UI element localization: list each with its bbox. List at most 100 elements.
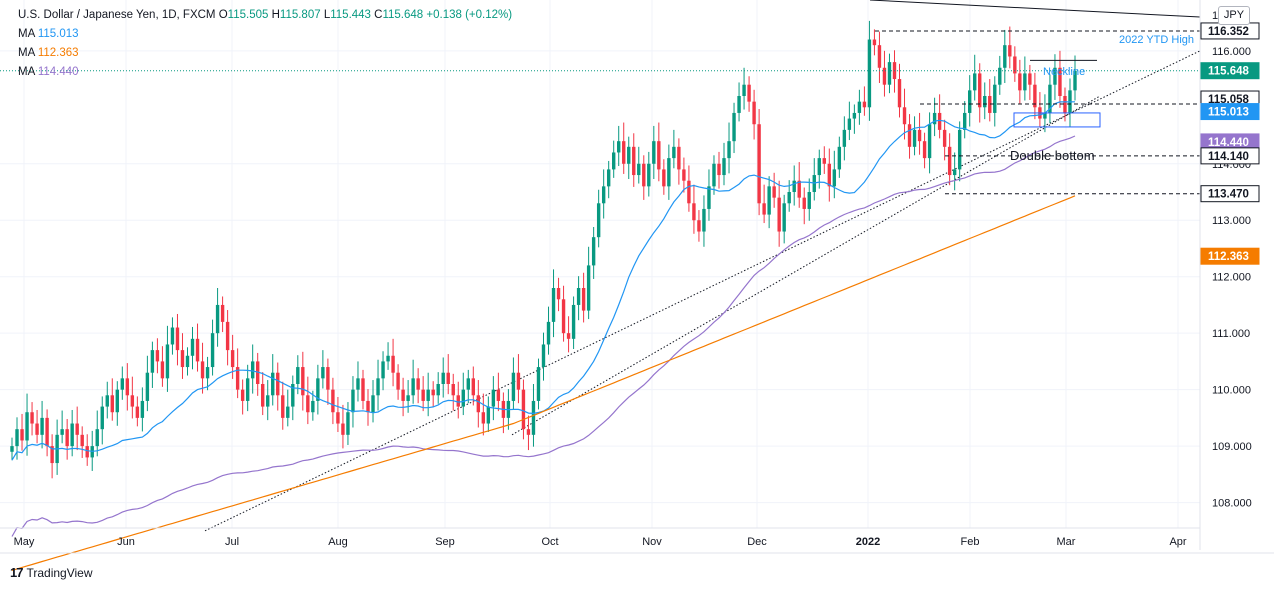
candle-body (436, 384, 440, 396)
candle-body (947, 146, 952, 176)
candle-body (842, 129, 847, 147)
candle-body (421, 389, 425, 401)
chart-legend: U.S. Dollar / Japanese Yen, 1D, FXCM O11… (18, 6, 512, 82)
price-tag-label: 112.363 (1208, 251, 1249, 263)
candle-body (1043, 112, 1047, 119)
candle-body (952, 169, 957, 176)
candle-body (331, 389, 335, 413)
candle-body (797, 180, 801, 198)
symbol-title[interactable]: U.S. Dollar / Japanese Yen, 1D, FXCM (18, 9, 216, 21)
candle-body (250, 361, 255, 379)
candle-body (110, 395, 114, 413)
candle-body (466, 378, 470, 390)
candle-body (286, 406, 290, 418)
high-label: H (271, 9, 280, 21)
ma-row-mid[interactable]: MA 114.440 (18, 63, 512, 82)
candle-body (481, 412, 486, 424)
ma-row-fast[interactable]: MA 115.013 (18, 25, 512, 44)
candle-body (50, 446, 54, 464)
candle-body (627, 146, 631, 164)
candle-body (687, 180, 691, 204)
candle-body (667, 158, 671, 187)
candle-body (677, 146, 681, 170)
low-label: L (323, 9, 331, 21)
price-tag-box (1200, 103, 1260, 121)
annotation-label: Neckline (1043, 66, 1085, 78)
candle-body (486, 406, 491, 424)
candle-body (902, 107, 907, 125)
currency-button[interactable]: JPY (1218, 6, 1250, 25)
candle-body (611, 152, 616, 170)
candle-body (70, 423, 74, 447)
candle-body (637, 163, 641, 176)
ohlc-row: U.S. Dollar / Japanese Yen, 1D, FXCM O11… (18, 6, 512, 25)
double-bottom-box (1013, 112, 1101, 128)
candle-body (371, 395, 375, 413)
candle-body (767, 186, 771, 215)
candle-body (1018, 73, 1022, 91)
x-tick-label: 2022 (856, 536, 880, 548)
candle-body (215, 304, 220, 334)
ma-value-mid: 114.440 (37, 66, 79, 78)
candle-body (546, 321, 551, 345)
candle-body (391, 355, 395, 373)
candle-body (1053, 67, 1057, 85)
candle-body (882, 67, 887, 85)
close-value: 115.648 (382, 9, 424, 21)
ma-label: MA (18, 28, 35, 40)
candle-body (682, 169, 686, 181)
x-tick-label: Sep (435, 536, 455, 548)
candle-body (65, 429, 69, 447)
candle-body (75, 423, 79, 435)
candle-body (195, 338, 200, 362)
candlestick-series (10, 20, 1077, 479)
candle-body (717, 163, 721, 176)
candle-body (932, 112, 937, 125)
low-value: 115.443 (330, 9, 371, 21)
candle-body (160, 361, 165, 379)
tradingview-logo-icon: 17 (10, 565, 24, 580)
candle-body (336, 412, 340, 424)
candle-body (907, 124, 912, 147)
candle-body (827, 163, 832, 187)
candle-body (225, 321, 230, 351)
candle-body (642, 163, 646, 187)
candle-body (150, 350, 155, 373)
candle-body (817, 158, 821, 176)
candle-body (993, 84, 997, 113)
candle-body (927, 124, 932, 159)
candle-body (45, 417, 49, 447)
candle-body (135, 406, 140, 418)
trend-line (869, 0, 1201, 18)
candle-body (115, 389, 119, 413)
footer-branding[interactable]: 17 TradingView (10, 565, 93, 580)
candle-body (496, 389, 501, 401)
candle-body (376, 378, 380, 396)
candle-body (601, 186, 606, 204)
x-tick-label: Mar (1057, 536, 1076, 548)
candle-body (210, 333, 215, 368)
price-tag-label: 114.140 (1208, 151, 1249, 163)
price-tag-box (1200, 62, 1260, 80)
annotations: 2022 YTD High Neckline Double bottom (0, 30, 1200, 195)
candle-body (306, 395, 310, 413)
candle-body (491, 389, 496, 407)
candle-body (762, 203, 766, 215)
candle-body (30, 412, 34, 424)
candle-body (296, 367, 300, 384)
candle-body (130, 395, 135, 407)
candle-body (396, 372, 400, 390)
y-tick-label: 108.000 (1212, 498, 1252, 510)
annotation-label: 2022 YTD High (1119, 34, 1194, 46)
candle-body (536, 367, 541, 401)
ma-row-slow[interactable]: MA 112.363 (18, 44, 512, 63)
candle-body (361, 378, 365, 401)
candle-body (526, 429, 531, 435)
candle-body (411, 378, 415, 396)
candle-body (937, 112, 942, 130)
price-tag-label: 114.440 (1208, 137, 1249, 149)
ma-label: MA (18, 66, 35, 78)
candle-body (351, 389, 355, 413)
